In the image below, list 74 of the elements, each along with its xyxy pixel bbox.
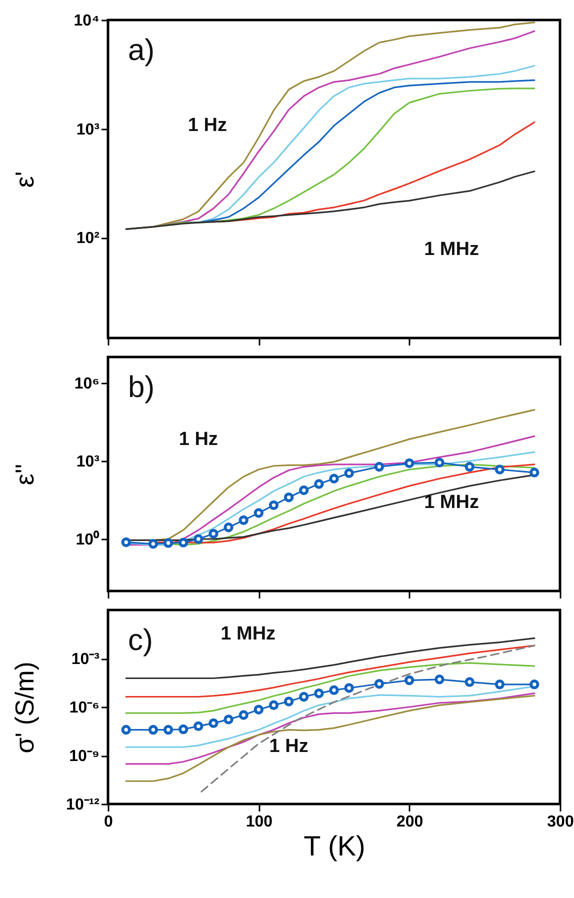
point	[148, 724, 158, 735]
x-axis-title: T (K)	[304, 830, 366, 862]
annotation: 1 Hz	[188, 114, 227, 136]
point	[194, 534, 204, 544]
chart-title: a)	[128, 34, 155, 67]
point	[464, 462, 474, 472]
annotation: 1 Hz	[178, 428, 218, 450]
point	[464, 677, 474, 687]
point	[254, 508, 264, 518]
point	[530, 468, 540, 478]
point	[530, 680, 540, 690]
point	[268, 500, 279, 510]
point	[374, 462, 384, 472]
annotation: 1 MHz	[424, 238, 479, 260]
point	[299, 485, 309, 496]
x-tick-label: 300	[547, 814, 574, 830]
point	[148, 539, 158, 549]
y-tick-label: 10⁴	[74, 12, 100, 30]
point	[208, 718, 218, 728]
point	[208, 528, 218, 539]
point	[494, 680, 505, 690]
point	[494, 464, 505, 474]
y-tick-label: 10⁻¹²	[66, 796, 100, 814]
point	[434, 674, 444, 684]
point	[299, 692, 309, 702]
point	[163, 538, 174, 548]
y-axis-title: ε''	[10, 464, 40, 486]
y-axis-title: ε'	[10, 171, 40, 188]
point	[284, 492, 294, 502]
point	[374, 679, 384, 689]
point	[268, 700, 279, 710]
y-axis-title: σ' (S/m)	[10, 662, 40, 754]
point	[329, 474, 339, 484]
point	[314, 688, 324, 698]
point	[404, 458, 414, 468]
x-tick-label: 200	[396, 814, 424, 830]
line-series	[125, 662, 536, 714]
annotation: 1 MHz	[424, 492, 479, 514]
point	[329, 685, 339, 696]
point	[238, 710, 248, 720]
line-series	[125, 694, 536, 782]
y-tick-label: 10³	[76, 454, 100, 470]
y-tick-label: 10⁻⁶	[69, 700, 100, 716]
point	[178, 538, 188, 548]
y-tick-label: 10³	[76, 121, 100, 138]
point	[254, 704, 264, 714]
y-tick-label: 10⁶	[74, 376, 100, 392]
point	[163, 724, 174, 735]
point	[238, 515, 248, 526]
point	[314, 479, 324, 489]
point	[284, 696, 294, 706]
point	[178, 724, 188, 734]
y-tick-label: 10⁰	[76, 530, 100, 548]
chart-title: c)	[128, 624, 153, 657]
annotation: 1 MHz	[220, 623, 276, 644]
x-tick-label: 100	[246, 814, 273, 830]
line-series	[125, 692, 536, 765]
chart-title: b)	[128, 371, 155, 404]
point	[224, 714, 234, 724]
y-tick-label: 10²	[76, 230, 100, 248]
x-tick-label: 0	[104, 814, 114, 830]
y-tick-label: 10⁻³	[71, 651, 100, 668]
point	[434, 458, 444, 468]
annotation: 1 Hz	[269, 736, 308, 757]
point	[344, 683, 354, 693]
point	[404, 675, 414, 686]
point	[344, 468, 354, 478]
line-series	[200, 644, 536, 792]
point	[224, 522, 234, 532]
point	[121, 537, 131, 548]
point	[194, 721, 204, 732]
point	[121, 724, 131, 735]
line-series	[125, 170, 536, 230]
y-tick-label: 10⁻⁹	[69, 748, 100, 765]
